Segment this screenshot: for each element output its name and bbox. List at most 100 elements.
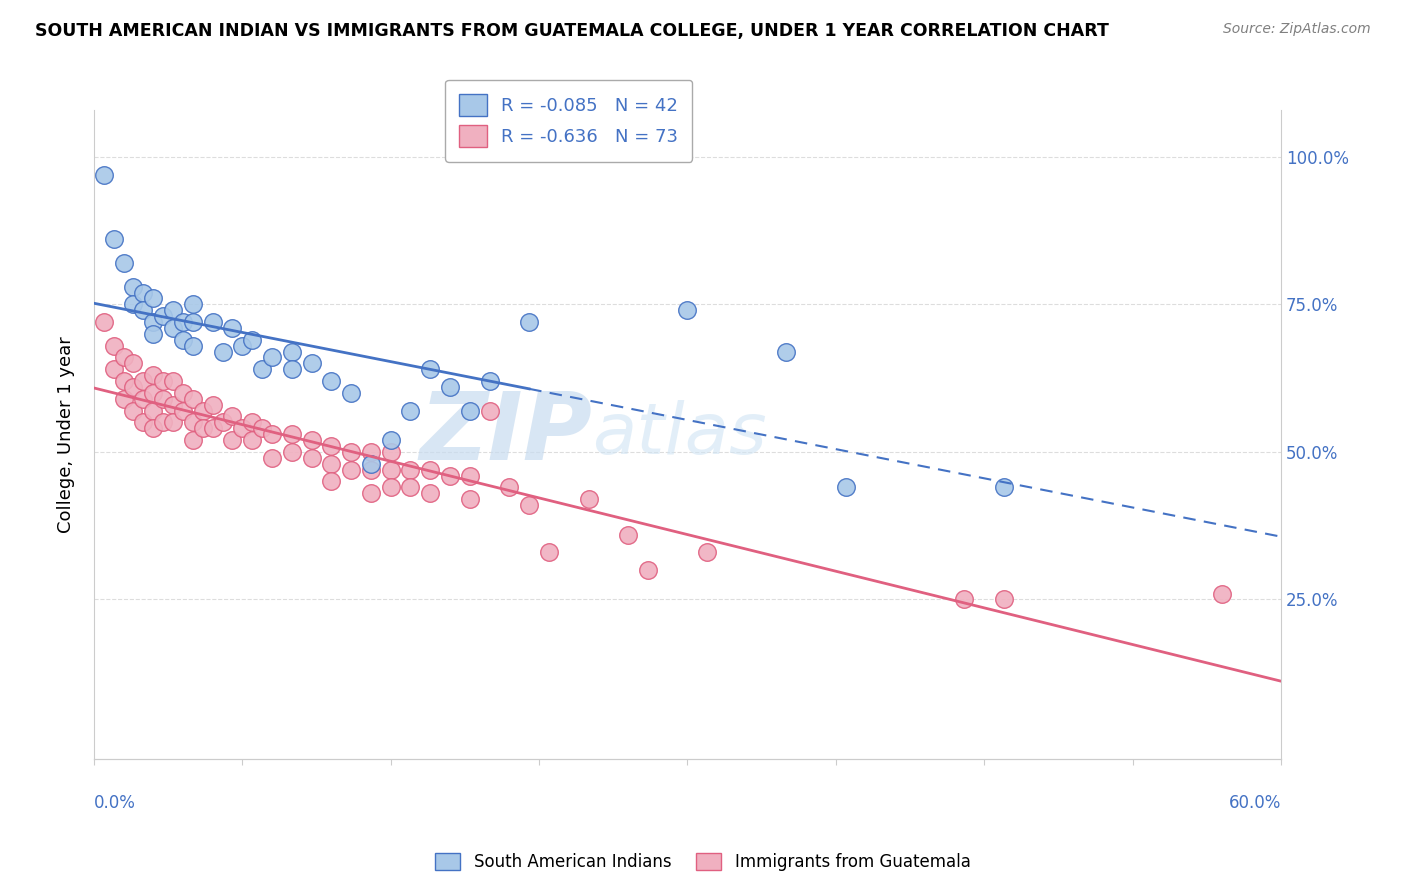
Point [321,457,343,471]
Point [122,297,145,311]
Point [132,285,155,300]
Point [380,433,402,447]
Point [399,403,422,417]
Point [419,362,441,376]
Point [696,545,718,559]
Point [380,445,402,459]
Point [321,475,343,489]
Point [221,321,243,335]
Point [221,433,243,447]
Point [458,492,481,507]
Point [250,421,273,435]
Point [103,339,125,353]
Point [321,374,343,388]
Point [439,468,461,483]
Point [498,480,520,494]
Text: 60.0%: 60.0% [1229,795,1281,813]
Point [132,416,155,430]
Point [191,403,214,417]
Text: 0.0%: 0.0% [94,795,136,813]
Point [191,421,214,435]
Point [281,344,304,359]
Point [103,362,125,376]
Y-axis label: College, Under 1 year: College, Under 1 year [58,335,75,533]
Point [380,480,402,494]
Point [93,168,115,182]
Point [478,374,501,388]
Point [181,339,204,353]
Point [231,421,253,435]
Point [993,480,1015,494]
Point [637,563,659,577]
Point [172,403,194,417]
Point [132,392,155,406]
Point [301,450,323,465]
Point [835,480,858,494]
Point [240,333,263,347]
Point [152,309,174,323]
Point [142,315,165,329]
Point [478,403,501,417]
Text: Source: ZipAtlas.com: Source: ZipAtlas.com [1223,22,1371,37]
Point [281,445,304,459]
Point [122,403,145,417]
Text: atlas: atlas [592,400,768,468]
Point [172,333,194,347]
Point [360,445,382,459]
Point [112,351,135,365]
Point [93,315,115,329]
Point [517,498,540,512]
Point [250,362,273,376]
Point [132,303,155,318]
Point [112,374,135,388]
Point [458,403,481,417]
Point [676,303,699,318]
Point [231,339,253,353]
Point [201,421,224,435]
Point [439,380,461,394]
Text: SOUTH AMERICAN INDIAN VS IMMIGRANTS FROM GUATEMALA COLLEGE, UNDER 1 YEAR CORRELA: SOUTH AMERICAN INDIAN VS IMMIGRANTS FROM… [35,22,1109,40]
Point [321,439,343,453]
Point [152,392,174,406]
Point [211,416,233,430]
Point [260,450,283,465]
Point [211,344,233,359]
Text: ZIP: ZIP [419,388,592,480]
Point [122,380,145,394]
Point [162,398,184,412]
Point [360,462,382,476]
Point [240,433,263,447]
Point [419,462,441,476]
Point [517,315,540,329]
Point [142,368,165,383]
Point [181,297,204,311]
Point [360,457,382,471]
Point [221,409,243,424]
Point [181,433,204,447]
Point [617,527,640,541]
Point [162,321,184,335]
Point [162,374,184,388]
Point [240,416,263,430]
Point [993,592,1015,607]
Point [301,356,323,370]
Point [360,486,382,500]
Point [181,416,204,430]
Point [1211,586,1233,600]
Point [340,445,363,459]
Point [172,315,194,329]
Point [112,392,135,406]
Point [340,462,363,476]
Point [578,492,600,507]
Point [181,392,204,406]
Point [181,315,204,329]
Point [281,362,304,376]
Legend: South American Indians, Immigrants from Guatemala: South American Indians, Immigrants from … [427,845,979,880]
Point [162,303,184,318]
Legend: R = -0.085   N = 42, R = -0.636   N = 73: R = -0.085 N = 42, R = -0.636 N = 73 [446,79,692,161]
Point [142,292,165,306]
Point [281,427,304,442]
Point [340,385,363,400]
Point [112,256,135,270]
Point [201,398,224,412]
